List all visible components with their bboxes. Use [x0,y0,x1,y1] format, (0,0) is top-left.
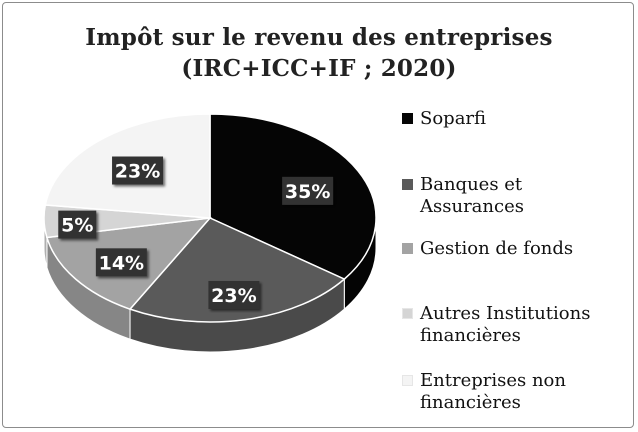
data-label-box [112,156,164,185]
data-label-box [282,176,334,205]
data-label-text: 23% [115,161,160,183]
legend-label: Banques et Assurances [420,174,524,217]
data-label: 5% [58,210,97,239]
data-label: 14% [95,248,147,277]
pie-slice [128,217,346,323]
data-label: 23% [112,156,164,185]
legend-swatch [402,243,413,254]
legend-swatch [402,113,413,124]
data-label-text: 14% [99,252,144,274]
data-label-box [95,248,147,277]
legend-label: Entreprises non financières [420,370,566,413]
data-label-box [58,210,97,239]
legend-label: Soparfi [420,108,487,129]
data-label-text: 23% [211,285,256,307]
data-label-text: 5% [61,215,93,237]
legend-swatch [402,308,413,319]
data-label-box [208,280,260,309]
data-label: 23% [208,280,260,309]
legend-swatch [402,179,413,190]
chart-subtitle: (IRC+ICC+IF ; 2020) [181,55,457,82]
legend-label: Gestion de fonds [420,238,574,259]
legend-swatch [402,375,413,386]
data-label-text: 35% [285,181,330,203]
data-label: 35% [282,176,334,205]
legend-label: Autres Institutions financières [420,303,591,346]
chart-title: Impôt sur le revenu des entreprises [85,24,553,51]
